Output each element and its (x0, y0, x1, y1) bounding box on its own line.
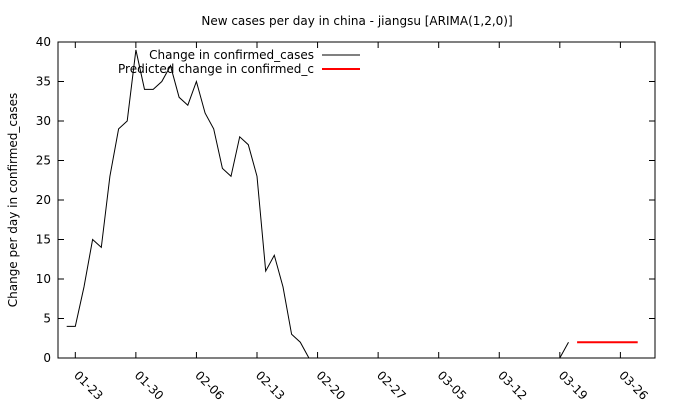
y-axis-label: Change per day in confirmed_cases (6, 93, 20, 308)
series-layer (66, 49, 638, 359)
x-tick-label: 02-20 (313, 368, 348, 400)
x-tick-label: 03-26 (616, 368, 651, 400)
x-tick-label: 02-27 (374, 368, 409, 400)
y-tick-label: 25 (36, 154, 51, 168)
legend-label-actual: Change in confirmed_cases (149, 48, 314, 62)
x-tick-label: 01-30 (132, 368, 167, 400)
legend: Change in confirmed_cases Predicted chan… (118, 48, 360, 76)
y-tick-label: 5 (43, 312, 51, 326)
y-tick-label: 10 (36, 272, 51, 286)
x-tick-label: 02-06 (192, 368, 227, 400)
y-tick-label: 0 (43, 351, 51, 365)
series-line-actual (66, 49, 569, 359)
y-tick-label: 40 (36, 35, 51, 49)
x-tick-label: 02-13 (253, 368, 288, 400)
y-tick-label: 15 (36, 233, 51, 247)
axes: 0 5 10 15 20 25 30 35 40 01-23 01-30 02-06 02-13 02-2… (36, 35, 655, 400)
y-tick-label: 30 (36, 114, 51, 128)
y-tick-label: 20 (36, 193, 51, 207)
chart-title: New cases per day in china - jiangsu [AR… (201, 14, 512, 28)
x-tick-label: 03-05 (435, 368, 470, 400)
y-tick-label: 35 (36, 75, 51, 89)
x-tick-label: 03-12 (495, 368, 530, 400)
x-tick-label: 03-19 (556, 368, 591, 400)
x-tick-label: 01-23 (71, 368, 106, 400)
legend-label-predicted: Predicted change in confirmed_c (118, 62, 314, 76)
